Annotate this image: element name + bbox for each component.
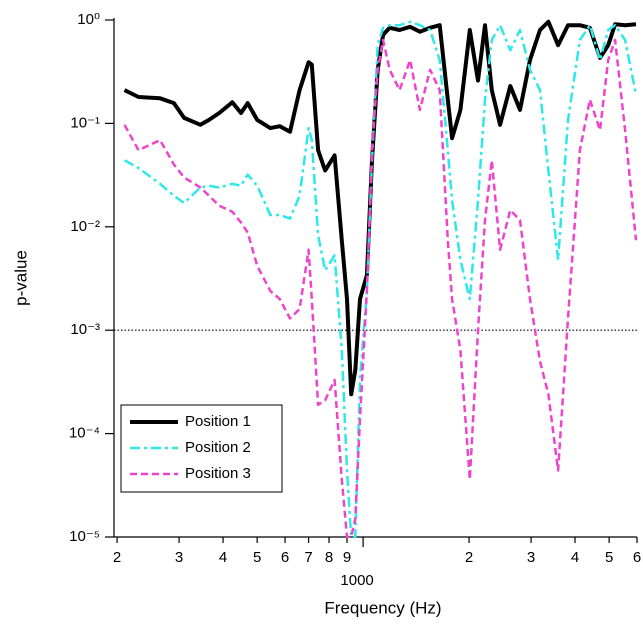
- x-tick-label: 4: [219, 549, 227, 566]
- x-tick-label: 3: [527, 549, 535, 566]
- x-tick-label: 5: [605, 549, 613, 566]
- y-tick-label: 10⁰: [77, 11, 100, 28]
- series-line: [123, 19, 637, 397]
- x-tick-label: 7: [304, 549, 312, 566]
- plot-area: [123, 19, 638, 538]
- y-tick-label: 10⁻²: [70, 218, 100, 235]
- x-tick-label: 2: [113, 549, 121, 566]
- x-tick-label: 4: [571, 549, 579, 566]
- x-tick-label: 5: [253, 549, 261, 566]
- legend-label: Position 3: [185, 465, 251, 482]
- x-tick-label: 2: [465, 549, 473, 566]
- x-tick-label: 6: [633, 549, 641, 566]
- y-tick-label: 10⁻¹: [70, 114, 100, 131]
- x-tick-label: 1000: [340, 572, 373, 589]
- x-tick-label: 8: [325, 549, 333, 566]
- legend-label: Position 2: [185, 439, 251, 456]
- y-axis-label: p-value: [11, 250, 30, 306]
- y-tick-label: 10⁻³: [70, 321, 100, 338]
- x-axis-label: Frequency (Hz): [324, 598, 441, 617]
- legend-box: [120, 404, 283, 493]
- y-tick-label: 10⁻⁵: [69, 528, 100, 545]
- y-tick-label: 10⁻⁴: [69, 425, 100, 442]
- series-line: [123, 38, 638, 538]
- series-line: [123, 20, 638, 538]
- x-tick-label: 9: [343, 549, 351, 566]
- x-tick-label: 3: [175, 549, 183, 566]
- legend-label: Position 1: [185, 413, 251, 430]
- x-tick-label: 6: [281, 549, 289, 566]
